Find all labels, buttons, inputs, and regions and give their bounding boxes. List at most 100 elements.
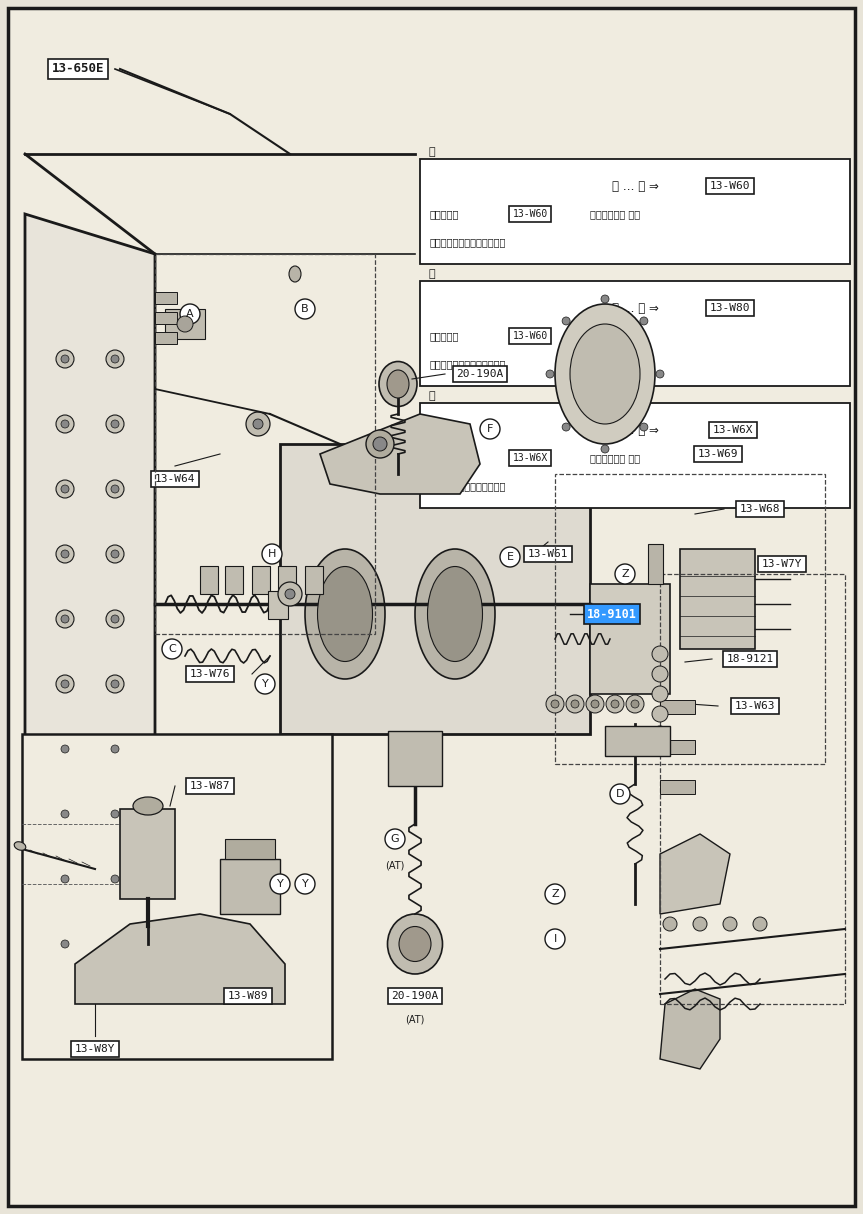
Bar: [605, 726, 670, 756]
Text: Ⓐ … Ⓔ ⇒: Ⓐ … Ⓔ ⇒: [612, 180, 658, 193]
Circle shape: [61, 615, 69, 623]
Circle shape: [61, 354, 69, 363]
Circle shape: [586, 694, 604, 713]
Text: 13-W8Y: 13-W8Y: [75, 1044, 116, 1054]
Text: 部品から構成されています。: 部品から構成されています。: [430, 481, 507, 490]
Circle shape: [180, 304, 200, 324]
Circle shape: [500, 548, 520, 567]
Bar: [420, 159, 850, 263]
Text: 13-W60: 13-W60: [709, 181, 750, 191]
Circle shape: [270, 874, 290, 894]
Ellipse shape: [570, 324, 640, 424]
Ellipse shape: [387, 914, 443, 974]
Text: は図番Ⓐから Ⓔの: は図番Ⓐから Ⓔの: [590, 209, 640, 219]
Circle shape: [253, 419, 263, 429]
Bar: [252, 566, 270, 594]
Text: (AT): (AT): [385, 861, 405, 870]
Circle shape: [56, 545, 74, 563]
Ellipse shape: [555, 304, 655, 444]
Bar: [155, 293, 177, 304]
Ellipse shape: [379, 362, 417, 407]
Circle shape: [106, 480, 124, 498]
Circle shape: [61, 940, 69, 948]
Circle shape: [295, 874, 315, 894]
Circle shape: [571, 700, 579, 708]
Circle shape: [111, 810, 119, 818]
Circle shape: [285, 589, 295, 599]
Text: 注: 注: [428, 391, 435, 401]
Circle shape: [246, 412, 270, 436]
Text: 20-190A: 20-190A: [457, 369, 504, 379]
Circle shape: [61, 875, 69, 883]
Text: H: H: [268, 549, 276, 558]
Circle shape: [111, 875, 119, 883]
Circle shape: [562, 422, 570, 431]
Bar: [388, 731, 442, 785]
Bar: [420, 280, 850, 386]
Circle shape: [177, 316, 193, 331]
Circle shape: [601, 446, 609, 453]
Circle shape: [385, 829, 405, 849]
Circle shape: [61, 550, 69, 558]
Circle shape: [295, 299, 315, 319]
Text: B: B: [301, 304, 309, 314]
Polygon shape: [75, 914, 285, 1004]
Circle shape: [639, 422, 648, 431]
Circle shape: [61, 420, 69, 429]
Circle shape: [106, 350, 124, 368]
Circle shape: [566, 694, 584, 713]
Circle shape: [366, 430, 394, 458]
Ellipse shape: [415, 549, 495, 679]
Bar: [420, 403, 850, 507]
Text: 部品から構成されています。: 部品から構成されています。: [430, 359, 507, 369]
Circle shape: [106, 870, 124, 887]
Text: 13-W60: 13-W60: [513, 331, 548, 341]
Circle shape: [480, 419, 500, 439]
Text: 18-9121: 18-9121: [727, 654, 773, 664]
Circle shape: [652, 666, 668, 682]
Text: 13-W60: 13-W60: [513, 209, 548, 219]
Circle shape: [111, 420, 119, 429]
Text: 13-W61: 13-W61: [528, 549, 568, 558]
Circle shape: [106, 935, 124, 953]
Text: 注: 注: [428, 147, 435, 157]
Bar: [155, 254, 375, 634]
Bar: [680, 549, 755, 649]
Bar: [660, 741, 695, 754]
Text: Y: Y: [261, 679, 268, 690]
Polygon shape: [660, 989, 720, 1070]
Bar: [225, 839, 275, 860]
Circle shape: [56, 935, 74, 953]
Circle shape: [615, 565, 635, 584]
Circle shape: [601, 295, 609, 304]
Bar: [590, 584, 670, 694]
Circle shape: [546, 694, 564, 713]
Circle shape: [545, 884, 565, 904]
Circle shape: [61, 745, 69, 753]
Circle shape: [111, 615, 119, 623]
Circle shape: [753, 917, 767, 931]
Circle shape: [56, 741, 74, 758]
Bar: [268, 591, 288, 619]
Circle shape: [262, 544, 282, 565]
Text: Z: Z: [551, 889, 559, 900]
Text: D: D: [615, 789, 624, 799]
Text: 13-W6X: 13-W6X: [713, 425, 753, 435]
Circle shape: [111, 486, 119, 493]
Circle shape: [639, 317, 648, 325]
Circle shape: [162, 639, 182, 659]
Circle shape: [611, 700, 619, 708]
Text: は図番Ⓗから Ⓘの: は図番Ⓗから Ⓘの: [590, 453, 640, 463]
Circle shape: [111, 550, 119, 558]
Polygon shape: [660, 834, 730, 914]
Text: 13-W80: 13-W80: [709, 304, 750, 313]
Text: 部品から構成されています。: 部品から構成されています。: [430, 237, 507, 246]
Bar: [660, 700, 695, 714]
Ellipse shape: [399, 926, 431, 961]
Text: 品名コード: 品名コード: [430, 331, 459, 341]
Text: C: C: [168, 643, 176, 654]
Circle shape: [106, 805, 124, 823]
Ellipse shape: [318, 567, 373, 662]
Text: E: E: [507, 552, 513, 562]
Text: 品名コード: 品名コード: [430, 209, 459, 219]
